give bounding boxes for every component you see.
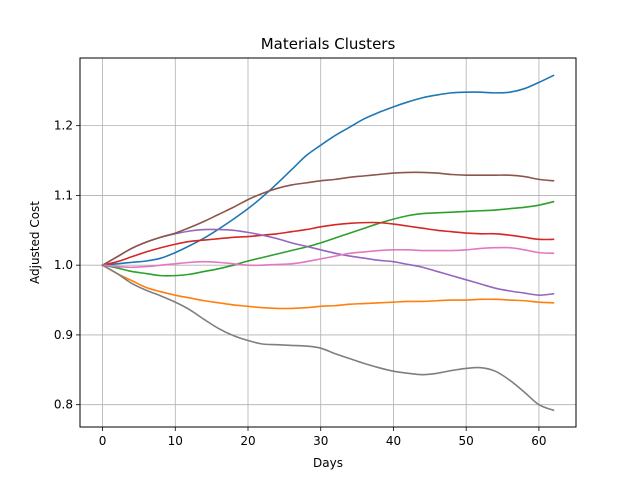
chart-title: Materials Clusters	[261, 35, 396, 53]
y-tick-label: 1.1	[54, 188, 73, 202]
series-lines	[101, 74, 555, 412]
y-axis-ticks: 0.8 0.9 1.0 1.1 1.2	[54, 119, 80, 412]
series-line-5	[101, 228, 555, 296]
series-line-4	[101, 221, 555, 267]
x-tick-label: 10	[168, 434, 183, 448]
series-line-1	[101, 74, 555, 267]
x-tick-label: 40	[386, 434, 401, 448]
y-tick-label: 1.2	[54, 119, 73, 133]
series-line-7	[101, 246, 555, 269]
x-tick-label: 20	[240, 434, 255, 448]
plot-frame	[79, 57, 577, 428]
x-tick-label: 0	[99, 434, 107, 448]
x-tick-label: 60	[531, 434, 546, 448]
grid	[80, 58, 576, 427]
x-tick-label: 30	[313, 434, 328, 448]
y-axis-label: Adjusted Cost	[28, 201, 42, 284]
x-axis-ticks: 0 10 20 30 40 50 60	[99, 427, 547, 448]
y-tick-label: 0.9	[54, 328, 73, 342]
x-axis-label: Days	[313, 456, 343, 470]
x-tick-label: 50	[459, 434, 474, 448]
series-line-2	[101, 264, 555, 310]
series-line-8	[101, 264, 555, 412]
series-line-3	[101, 200, 555, 277]
y-tick-label: 1.0	[54, 258, 73, 272]
y-tick-label: 0.8	[54, 398, 73, 412]
series-line-6	[101, 171, 555, 267]
